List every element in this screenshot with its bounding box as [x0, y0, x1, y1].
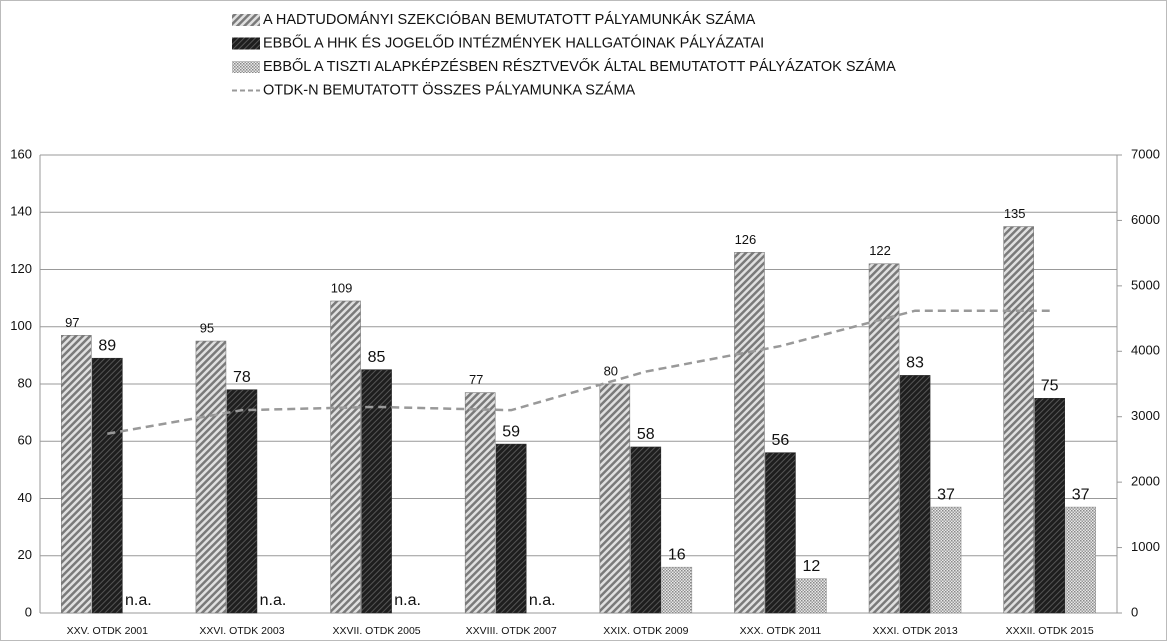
bar — [868, 263, 900, 614]
bar — [330, 300, 361, 614]
bar — [765, 452, 796, 614]
data-label: 122 — [869, 243, 891, 258]
bar — [1034, 398, 1065, 614]
line — [107, 309, 1050, 435]
bar — [495, 443, 527, 614]
data-label: 85 — [368, 349, 386, 366]
data-label: 37 — [937, 486, 955, 503]
bar — [1065, 506, 1096, 614]
x-tick-label: XXVIII. OTDK 2007 — [466, 625, 557, 637]
y2-tick-label: 5000 — [1131, 277, 1160, 292]
data-label: 75 — [1041, 378, 1059, 395]
bar — [92, 357, 123, 614]
legend-label: EBBŐL A HHK ÉS JOGELŐD INTÉZMÉNYEK HALLG… — [263, 34, 764, 51]
data-label: 89 — [98, 337, 116, 354]
data-label: n.a. — [394, 592, 421, 609]
y2-tick-label: 4000 — [1131, 343, 1160, 358]
bar — [734, 252, 765, 614]
data-label: 78 — [233, 369, 251, 386]
x-tick-label: XXXI. OTDK 2013 — [872, 625, 957, 637]
x-tick-label: XXV. OTDK 2001 — [67, 625, 148, 637]
y-tick-label: 40 — [18, 490, 32, 505]
legend-swatch — [232, 61, 260, 73]
y-tick-label: 120 — [10, 261, 32, 276]
data-label: 56 — [772, 432, 790, 449]
legend-label: A HADTUDOMÁNYI SZEKCIÓBAN BEMUTATOTT PÁL… — [263, 11, 756, 28]
data-label: 97 — [65, 315, 79, 330]
data-label: 77 — [469, 372, 483, 387]
data-label: n.a. — [529, 592, 556, 609]
bar — [61, 335, 92, 614]
y-tick-label: 160 — [10, 146, 32, 161]
bar — [661, 566, 693, 614]
bar — [195, 340, 227, 614]
data-label: n.a. — [125, 592, 152, 609]
data-label: 37 — [1072, 486, 1090, 503]
x-tick-label: XXVI. OTDK 2003 — [199, 625, 284, 637]
data-label: 58 — [637, 426, 655, 443]
data-label: 135 — [1004, 206, 1026, 221]
data-label: 80 — [604, 363, 618, 378]
legend-swatch — [232, 14, 260, 26]
bar — [361, 369, 392, 614]
legend-label: EBBŐL A TISZTI ALAPKÉPZÉSBEN RÉSZTVEVŐK … — [263, 58, 896, 75]
x-tick-label: XXX. OTDK 2011 — [740, 625, 822, 637]
bar — [930, 506, 962, 614]
bar — [630, 446, 662, 614]
y-tick-label: 60 — [18, 433, 32, 448]
y2-tick-label: 7000 — [1131, 146, 1160, 161]
data-label: n.a. — [260, 592, 287, 609]
legend-swatch — [232, 37, 260, 50]
data-label: 83 — [906, 355, 924, 372]
y-tick-label: 100 — [10, 318, 32, 333]
y-tick-label: 0 — [25, 604, 32, 619]
bar — [464, 392, 496, 614]
data-label: 95 — [200, 321, 214, 336]
y2-tick-label: 1000 — [1131, 539, 1160, 554]
x-tick-label: XXXII. OTDK 2015 — [1006, 625, 1094, 637]
y-tick-label: 20 — [18, 547, 32, 562]
bar — [599, 383, 631, 614]
y2-tick-label: 6000 — [1131, 212, 1160, 227]
y2-tick-label: 3000 — [1131, 408, 1160, 423]
x-tick-label: XXVII. OTDK 2005 — [333, 625, 421, 637]
data-label: 12 — [803, 558, 821, 575]
data-label: 16 — [668, 546, 686, 563]
bar — [796, 578, 827, 614]
bar — [899, 375, 931, 614]
x-tick-label: XXIX. OTDK 2009 — [603, 625, 688, 637]
bar — [226, 389, 258, 614]
y2-tick-label: 2000 — [1131, 474, 1160, 489]
data-label: 59 — [502, 423, 520, 440]
bar — [1003, 226, 1034, 614]
y2-tick-label: 0 — [1131, 604, 1138, 619]
y-tick-label: 140 — [10, 204, 32, 219]
data-label: 109 — [331, 280, 353, 295]
y-tick-label: 80 — [18, 375, 32, 390]
legend-label: OTDK-N BEMUTATOTT ÖSSZES PÁLYAMUNKA SZÁM… — [263, 80, 636, 98]
data-label: 126 — [735, 232, 757, 247]
